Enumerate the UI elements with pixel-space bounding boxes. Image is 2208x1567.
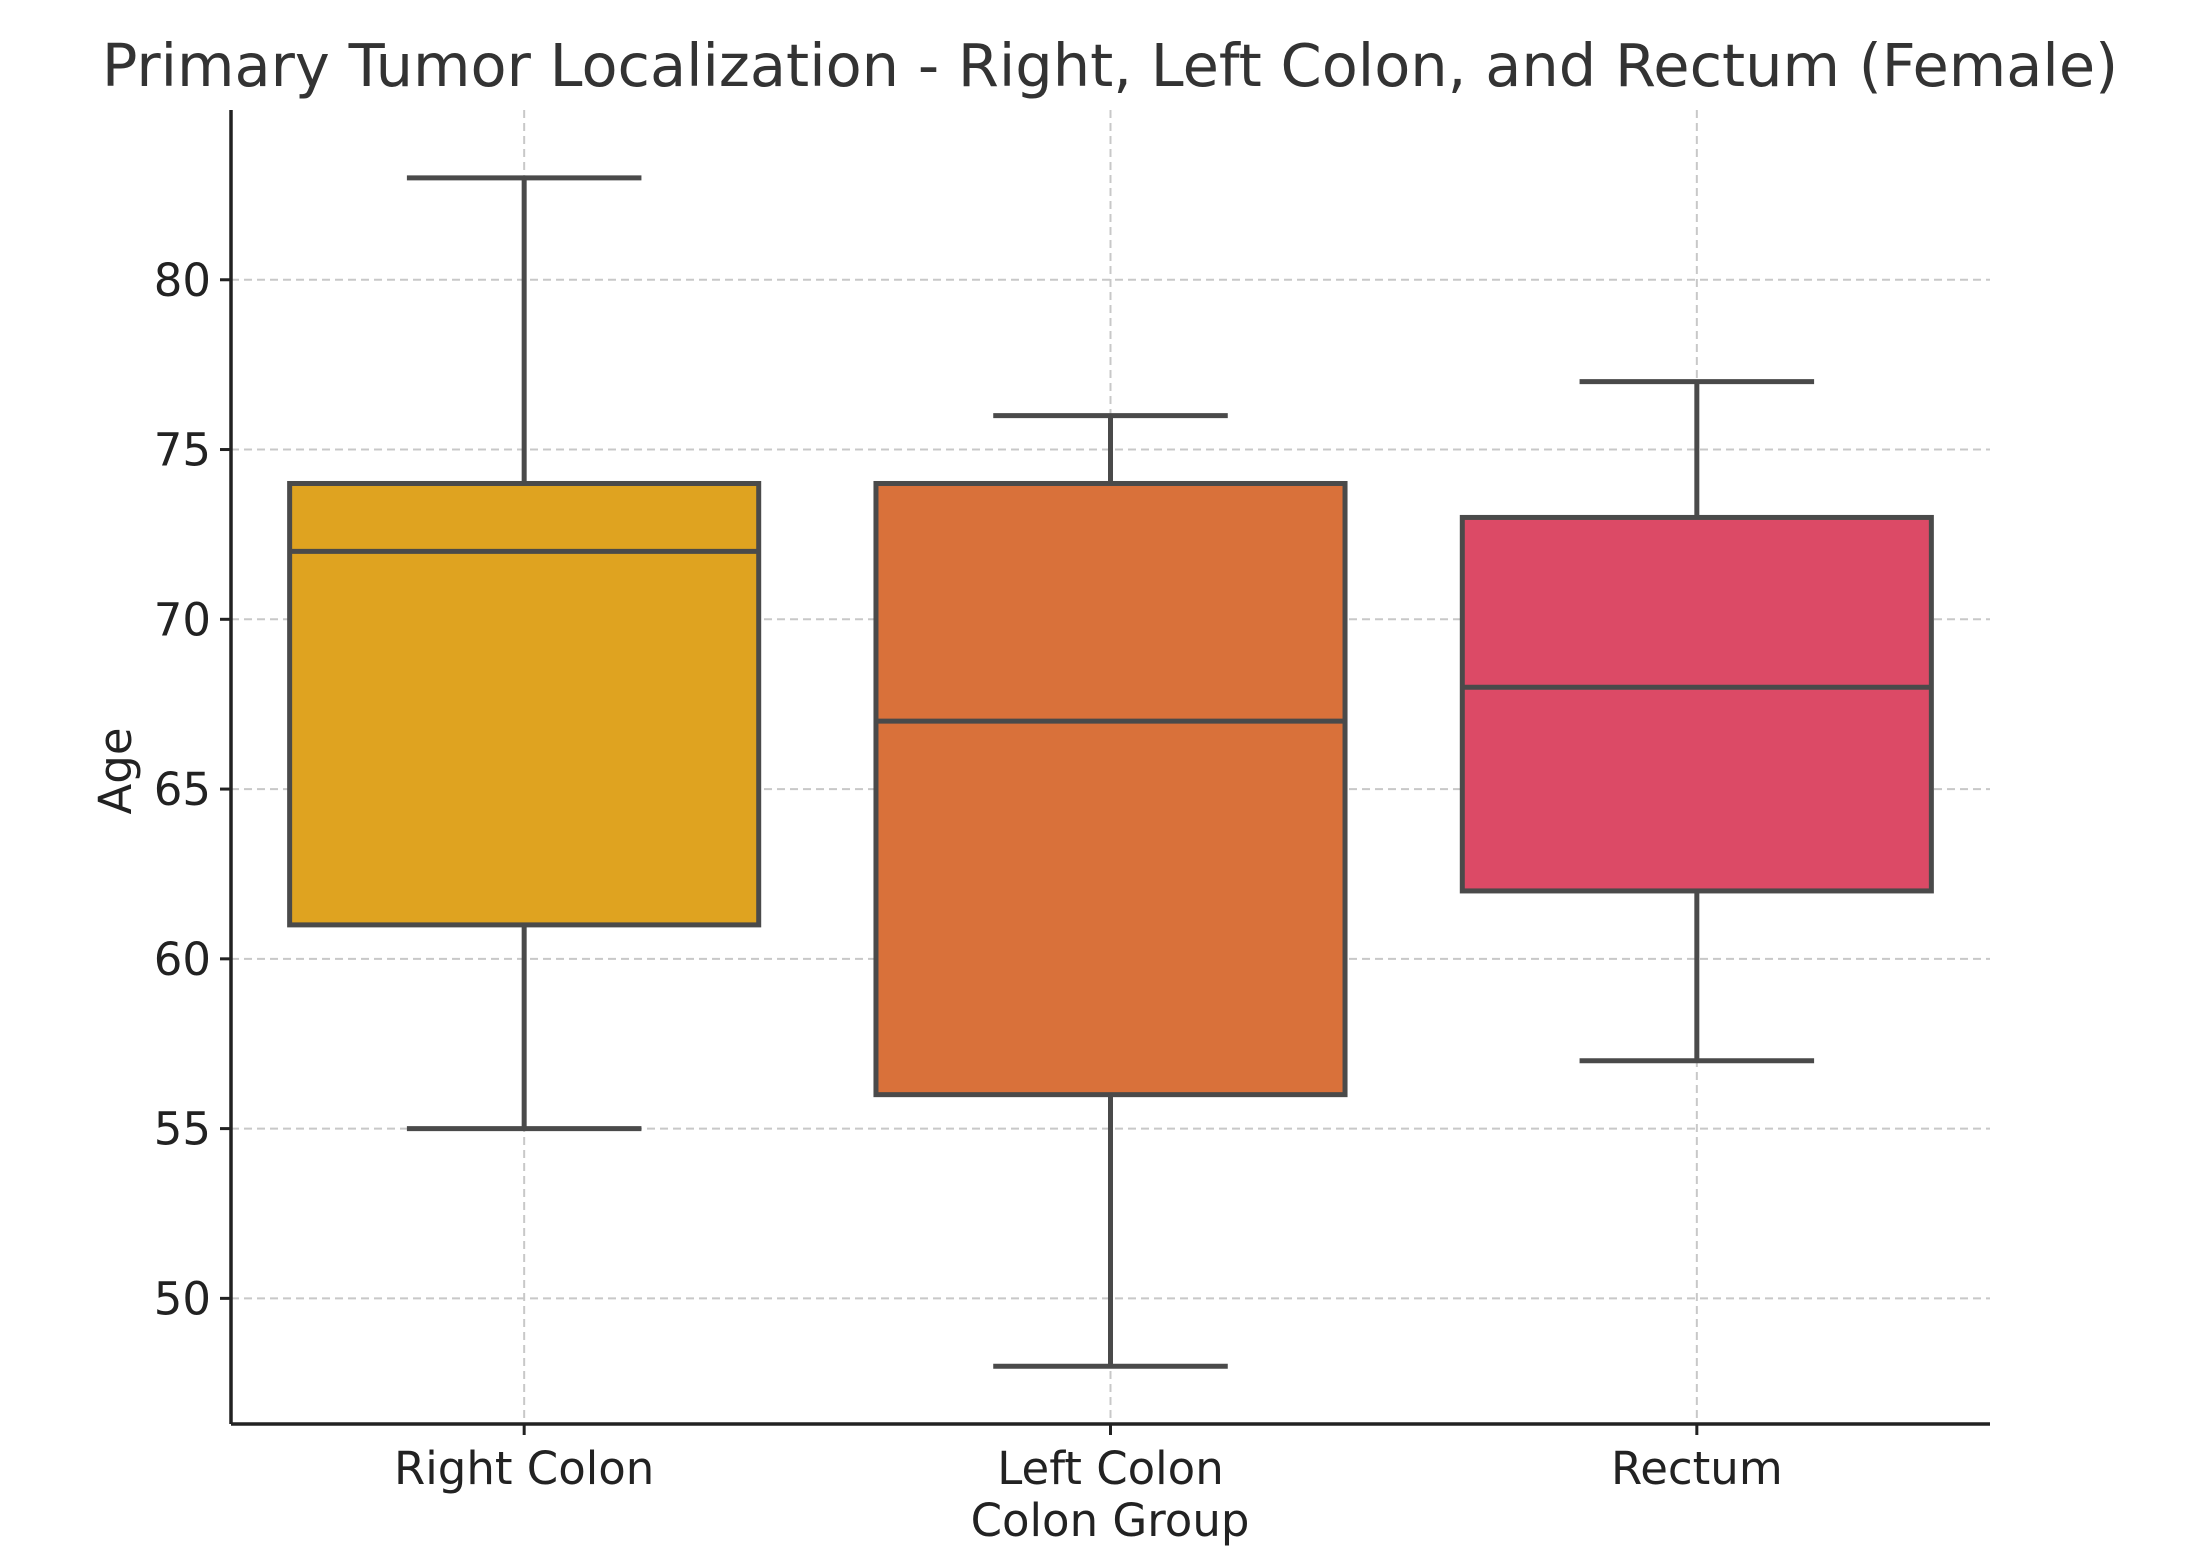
y-tick-label: 60 (154, 933, 211, 986)
chart-title: Primary Tumor Localization - Right, Left… (102, 31, 2118, 100)
box-right-colon (287, 175, 762, 1132)
box-rectum (1459, 379, 1934, 1064)
y-tick-label: 65 (154, 763, 211, 816)
box-body (287, 480, 762, 928)
box-left-colon (873, 413, 1348, 1369)
x-tick-label: Right Colon (394, 1442, 654, 1495)
y-tick-label: 55 (154, 1103, 211, 1156)
x-tick-label: Rectum (1611, 1442, 1783, 1495)
y-ticks: 50 55 60 65 70 75 80 (154, 254, 231, 1325)
y-axis-label: Age (89, 727, 142, 814)
y-tick-label: 70 (154, 593, 211, 646)
y-tick-label: 75 (154, 424, 211, 477)
boxes (287, 175, 1934, 1369)
y-tick-label: 50 (154, 1272, 211, 1325)
box-body (1459, 514, 1934, 894)
x-axis-label: Colon Group (971, 1494, 1250, 1547)
x-ticks: Right Colon Left Colon Rectum (394, 1424, 1783, 1495)
x-tick-label: Left Colon (997, 1442, 1223, 1495)
y-tick-label: 80 (154, 254, 211, 307)
box-body (873, 480, 1348, 1098)
